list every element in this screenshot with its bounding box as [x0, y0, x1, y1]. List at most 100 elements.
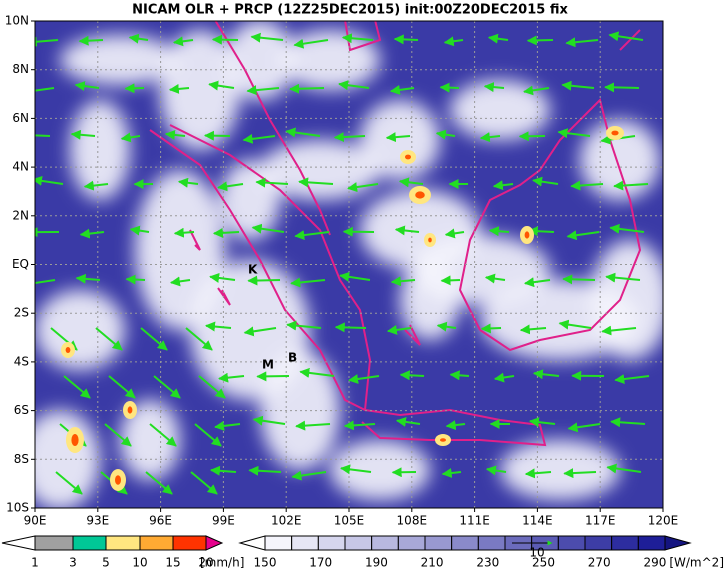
- x-tick-label: 93E: [86, 514, 109, 528]
- coastlines: [149, 21, 642, 447]
- wind-arrow: [248, 465, 282, 476]
- wind-arrow: [393, 34, 419, 45]
- precip-inner: [611, 130, 619, 136]
- wind-arrow: [563, 468, 597, 479]
- cloud: [225, 21, 295, 100]
- colorbar-label: 170: [309, 556, 332, 570]
- wind-arrow: [149, 423, 177, 447]
- wind-arrow: [70, 129, 96, 140]
- wind-arrow: [561, 80, 595, 91]
- wind-arrow: [334, 322, 367, 333]
- cloud: [60, 35, 180, 85]
- precip-inner: [428, 237, 432, 243]
- wind-arrow: [487, 33, 509, 44]
- wind-arrow: [445, 420, 466, 431]
- wind-vectors: [35, 31, 650, 495]
- wind-arrow: [386, 324, 412, 335]
- wind-arrow: [485, 465, 507, 476]
- wind-arrow: [394, 225, 420, 236]
- colorbar-segment: [291, 535, 319, 551]
- wind-arrow: [519, 324, 547, 335]
- cloud: [160, 30, 240, 150]
- wind-arrow: [492, 180, 514, 191]
- y-tick-label: 6N: [12, 111, 29, 125]
- precip-inner: [127, 406, 133, 414]
- cloud: [260, 350, 340, 470]
- precip-inner: [524, 231, 530, 239]
- wind-arrow: [164, 129, 186, 140]
- wind-arrow: [532, 369, 560, 380]
- wind-arrow: [250, 32, 284, 43]
- map-label: B: [288, 351, 297, 365]
- colorbar-label: 270: [588, 556, 611, 570]
- wind-arrow: [523, 277, 551, 288]
- colorbar-end: [1, 535, 36, 551]
- wind-arrow: [557, 128, 591, 139]
- colorbar-label: 15: [165, 556, 180, 570]
- wind-arrow: [35, 134, 51, 137]
- wind-arrow: [299, 367, 335, 378]
- cloud: [580, 120, 660, 200]
- colorbar-label: 10: [132, 556, 147, 570]
- wind-arrow: [173, 227, 195, 238]
- wind-arrow: [211, 34, 239, 45]
- precip-cells: [61, 126, 624, 491]
- wind-arrow: [493, 372, 515, 383]
- wind-arrow: [251, 223, 285, 234]
- colorbar-label: 5: [102, 556, 110, 570]
- cloud: [450, 80, 550, 140]
- wind-arrow: [185, 327, 213, 351]
- wind-arrow: [35, 87, 55, 92]
- wind-arrow: [443, 36, 464, 47]
- wind-arrow: [252, 415, 286, 426]
- wind-arrow: [286, 320, 322, 331]
- wind-arrow: [63, 375, 91, 399]
- colorbar-segment: [317, 535, 346, 551]
- colorbar-unit: [mm/h]: [200, 556, 244, 570]
- wind-arrow: [441, 468, 462, 478]
- wind-arrow: [528, 417, 556, 428]
- colorbar-label: 290: [643, 556, 666, 570]
- wind-arrow: [483, 82, 505, 93]
- wind-arrow: [436, 321, 457, 332]
- y-tick-label: 2S: [14, 306, 29, 320]
- colorbar-segment: [451, 535, 479, 551]
- y-tick-label: 4N: [12, 160, 29, 174]
- wind-arrow: [606, 463, 642, 474]
- wind-arrow: [609, 223, 645, 234]
- wind-arrow: [212, 227, 240, 238]
- cloud: [280, 30, 380, 90]
- y-tick-label: EQ: [12, 257, 29, 271]
- wind-arrow: [83, 180, 109, 191]
- wind-arrow: [78, 35, 104, 46]
- wind-arrow: [484, 273, 506, 284]
- x-tick-label: 111E: [459, 514, 490, 528]
- wind-arrow: [35, 279, 56, 285]
- wind-arrow: [246, 85, 280, 96]
- wind-arrow: [341, 33, 374, 44]
- wind-arrow: [95, 327, 123, 351]
- y-tick-label: 10N: [5, 14, 29, 28]
- wind-arrow: [124, 83, 145, 94]
- wind-arrow: [532, 176, 559, 187]
- wind-arrow: [209, 465, 237, 476]
- wind-arrow: [295, 420, 331, 431]
- wind-arrow: [74, 81, 100, 92]
- colorbar-segment: [424, 535, 453, 551]
- x-tick-label: 99E: [212, 514, 235, 528]
- wind-arrow: [35, 175, 64, 186]
- wind-arrow: [55, 471, 83, 495]
- wind-arrow: [293, 38, 329, 49]
- wind-arrow: [243, 326, 277, 337]
- colorbar-segment: [397, 535, 426, 551]
- map-title: NICAM OLR + PRCP (12Z25DEC2015) init:00Z…: [132, 3, 568, 18]
- colorbar-label: 20: [198, 556, 213, 570]
- colorbar-label: 1: [31, 556, 39, 570]
- wind-arrow: [614, 374, 650, 385]
- colorbar-segment: [139, 535, 174, 551]
- colorbar-end: [205, 535, 224, 551]
- wind-arrow: [209, 272, 236, 283]
- wind-arrow: [398, 177, 424, 188]
- wind-arrow: [172, 36, 194, 47]
